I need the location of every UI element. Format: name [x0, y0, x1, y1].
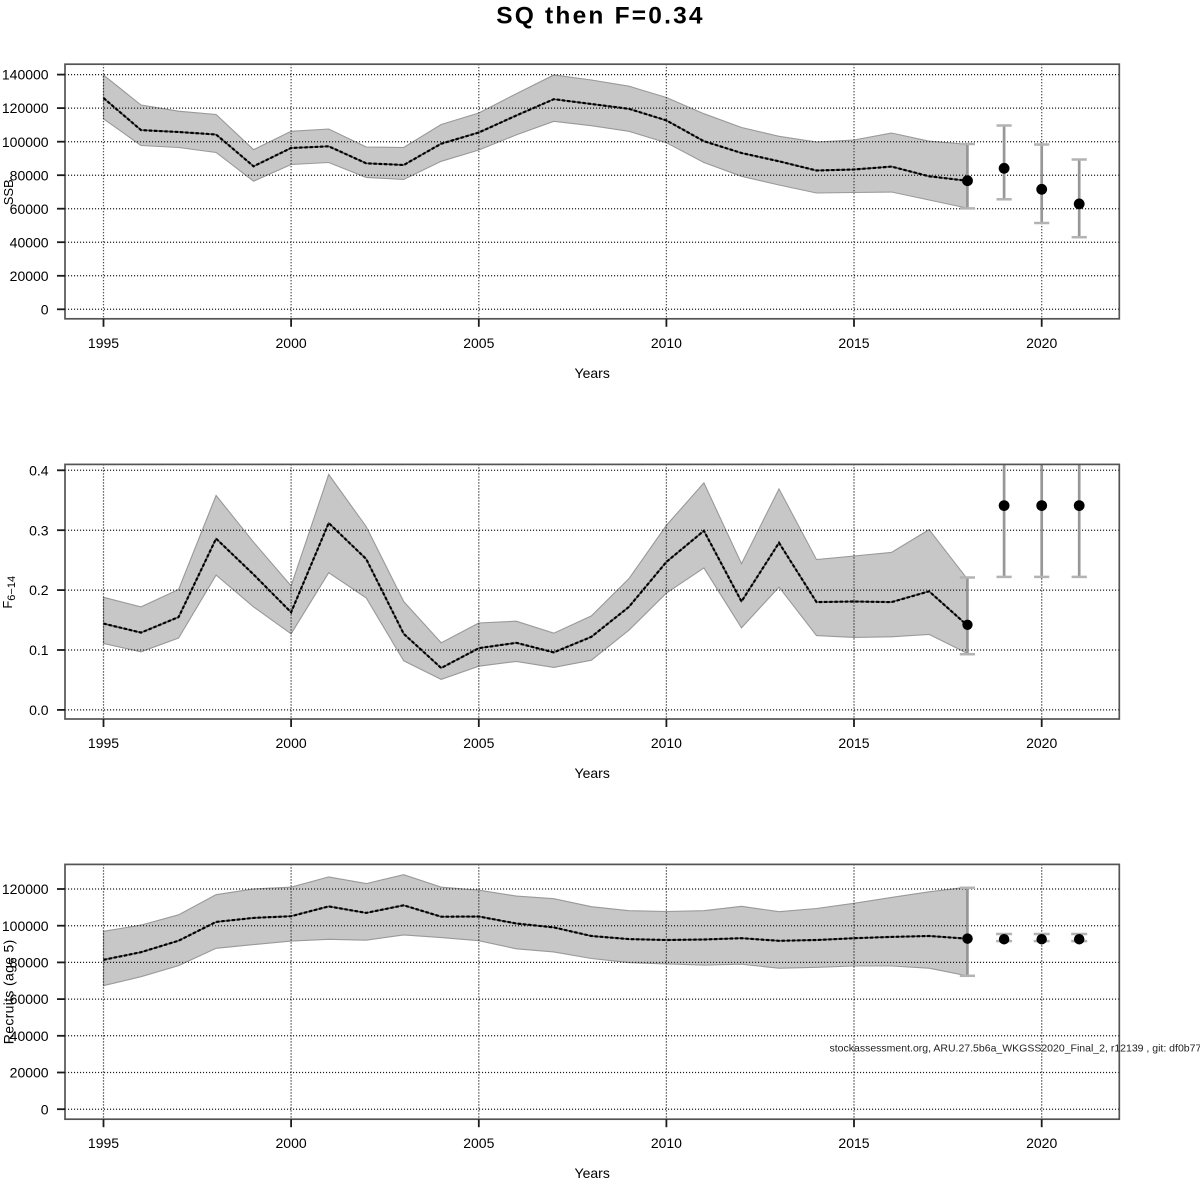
svg-text:Years: Years [575, 765, 610, 781]
svg-text:120000: 120000 [2, 100, 49, 116]
svg-text:0.4: 0.4 [29, 462, 49, 478]
svg-text:100000: 100000 [2, 134, 49, 150]
svg-text:40000: 40000 [10, 1028, 49, 1044]
svg-text:2000: 2000 [276, 335, 307, 351]
svg-text:40000: 40000 [10, 234, 49, 250]
svg-text:1995: 1995 [88, 1135, 119, 1151]
svg-text:2020: 2020 [1026, 335, 1057, 351]
svg-text:stockassessment.org, ARU.27.5b: stockassessment.org, ARU.27.5b6a_WKGSS20… [830, 1042, 1200, 1054]
svg-text:2005: 2005 [463, 735, 494, 751]
svg-text:2015: 2015 [838, 735, 869, 751]
svg-text:2010: 2010 [651, 735, 682, 751]
svg-text:0.2: 0.2 [29, 582, 49, 598]
svg-text:60000: 60000 [10, 201, 49, 217]
svg-text:2020: 2020 [1026, 1135, 1057, 1151]
svg-text:2005: 2005 [463, 1135, 494, 1151]
svg-text:2010: 2010 [651, 1135, 682, 1151]
svg-text:Years: Years [575, 365, 610, 381]
svg-text:2005: 2005 [463, 335, 494, 351]
svg-text:2000: 2000 [276, 735, 307, 751]
svg-text:20000: 20000 [10, 1065, 49, 1081]
svg-text:0.0: 0.0 [29, 702, 49, 718]
svg-text:1995: 1995 [88, 735, 119, 751]
svg-text:2010: 2010 [651, 335, 682, 351]
svg-text:120000: 120000 [2, 881, 49, 897]
svg-text:0: 0 [41, 301, 49, 317]
svg-text:0.1: 0.1 [29, 642, 49, 658]
svg-text:80000: 80000 [10, 167, 49, 183]
svg-text:Years: Years [575, 1165, 610, 1181]
svg-text:2000: 2000 [276, 1135, 307, 1151]
svg-text:2015: 2015 [838, 335, 869, 351]
svg-text:SQ then F=0.34: SQ then F=0.34 [496, 2, 705, 29]
svg-text:0.3: 0.3 [29, 522, 49, 538]
svg-text:80000: 80000 [10, 955, 49, 971]
svg-text:1995: 1995 [88, 335, 119, 351]
svg-text:100000: 100000 [2, 918, 49, 934]
svg-text:2015: 2015 [838, 1135, 869, 1151]
svg-text:0: 0 [41, 1101, 49, 1117]
svg-text:2020: 2020 [1026, 735, 1057, 751]
svg-text:Recruits (age 5): Recruits (age 5) [1, 939, 17, 1044]
svg-text:20000: 20000 [10, 268, 49, 284]
svg-text:140000: 140000 [2, 67, 49, 83]
svg-text:60000: 60000 [10, 991, 49, 1007]
svg-text:SSB: SSB [1, 179, 16, 205]
